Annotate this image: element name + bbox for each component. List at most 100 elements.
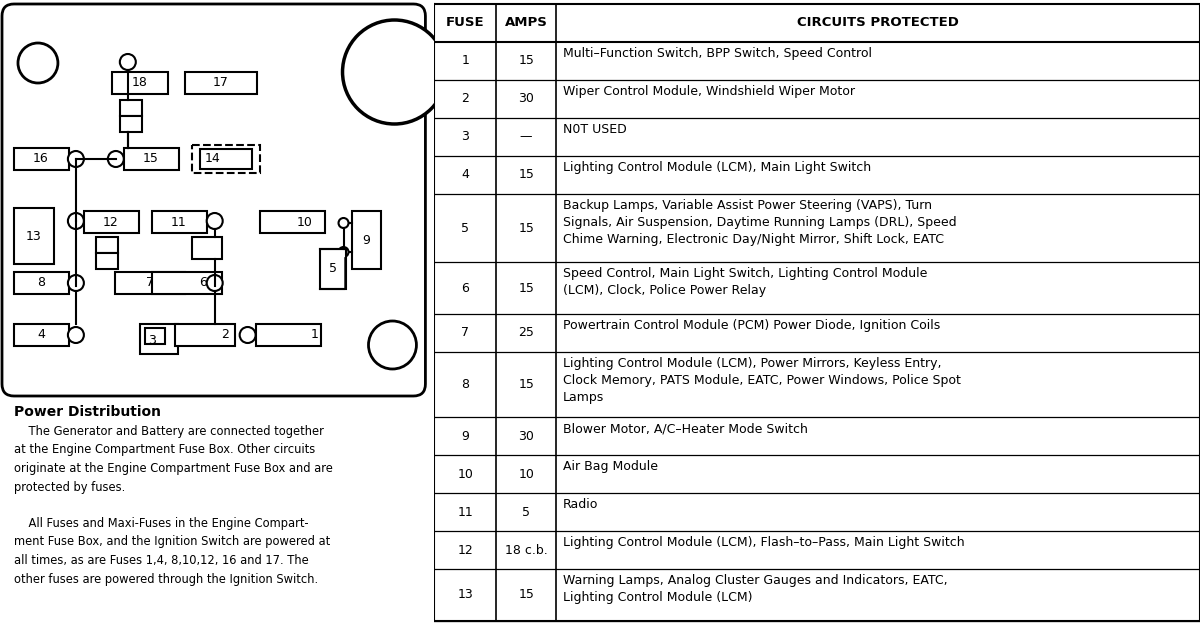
Bar [352,211,382,269]
Bar [96,237,118,253]
Text: CIRCUITS PROTECTED: CIRCUITS PROTECTED [797,16,959,30]
Text: 5: 5 [461,222,469,234]
Circle shape [206,213,223,229]
Text: 16: 16 [34,152,49,166]
Text: —: — [520,130,533,144]
Text: Multi–Function Switch, BPP Switch, Speed Control: Multi–Function Switch, BPP Switch, Speed… [563,47,872,60]
Text: 4: 4 [37,328,44,341]
Text: Blower Motor, A/C–Heater Mode Switch: Blower Motor, A/C–Heater Mode Switch [563,422,808,435]
Bar [145,328,164,344]
Text: 13: 13 [457,588,473,602]
Text: AMPS: AMPS [505,16,547,30]
Text: All Fuses and Maxi-Fuses in the Engine Compart-
ment Fuse Box, and the Ignition : All Fuses and Maxi-Fuses in the Engine C… [14,517,330,585]
Circle shape [342,20,446,124]
Text: 15: 15 [518,222,534,234]
Bar [256,324,320,346]
Text: Backup Lamps, Variable Assist Power Steering (VAPS), Turn
Signals, Air Suspensio: Backup Lamps, Variable Assist Power Stee… [563,199,956,246]
Text: 5: 5 [522,505,530,518]
Circle shape [206,275,223,291]
Text: 9: 9 [362,234,371,246]
Text: Speed Control, Main Light Switch, Lighting Control Module
(LCM), Clock, Police P: Speed Control, Main Light Switch, Lighti… [563,267,928,297]
Text: 5: 5 [329,263,336,275]
Text: 12: 12 [457,544,473,556]
Text: 15: 15 [518,282,534,294]
Text: 8: 8 [461,378,469,391]
Text: 25: 25 [518,326,534,340]
Text: 15: 15 [143,152,158,166]
Bar [199,149,252,169]
Text: 11: 11 [457,505,473,518]
Bar [140,324,178,354]
Bar [259,211,324,233]
Bar [96,253,118,269]
Text: Lighting Control Module (LCM), Flash–to–Pass, Main Light Switch: Lighting Control Module (LCM), Flash–to–… [563,536,965,549]
Text: 2: 2 [461,93,469,105]
Circle shape [368,321,416,369]
Bar [14,324,68,346]
Bar [84,211,139,233]
Bar [319,249,346,289]
Bar [185,72,257,94]
Text: Wiper Control Module, Windshield Wiper Motor: Wiper Control Module, Windshield Wiper M… [563,85,854,98]
Bar [120,100,142,116]
Text: 30: 30 [518,93,534,105]
Text: 18: 18 [132,76,148,89]
Bar [192,237,222,259]
Text: Power Distribution: Power Distribution [14,405,161,419]
Text: 30: 30 [518,430,534,442]
Circle shape [68,151,84,167]
Text: N0T USED: N0T USED [563,123,626,136]
Bar [120,116,142,132]
Bar [124,148,179,170]
Text: 1: 1 [461,55,469,67]
Bar [151,272,222,294]
Text: 1: 1 [311,328,318,341]
Text: Powertrain Control Module (PCM) Power Diode, Ignition Coils: Powertrain Control Module (PCM) Power Di… [563,319,941,332]
Text: 17: 17 [212,76,229,89]
Text: 15: 15 [518,55,534,67]
Circle shape [68,213,84,229]
Text: Air Bag Module: Air Bag Module [563,460,658,473]
Text: 2: 2 [221,328,229,341]
Text: 15: 15 [518,588,534,602]
Text: 15: 15 [518,378,534,391]
Bar [175,324,235,346]
Text: 6: 6 [199,277,206,290]
FancyBboxPatch shape [2,4,426,396]
Text: 11: 11 [170,215,187,229]
Text: 10: 10 [457,467,473,481]
Circle shape [187,327,203,343]
Bar [115,272,185,294]
Circle shape [338,247,348,257]
Text: Radio: Radio [563,498,599,511]
Text: Lighting Control Module (LCM), Main Light Switch: Lighting Control Module (LCM), Main Ligh… [563,161,871,174]
Circle shape [282,213,298,229]
Bar [14,208,54,264]
Text: 12: 12 [103,215,119,229]
Text: 3: 3 [148,333,156,347]
Text: 15: 15 [518,168,534,181]
Circle shape [108,151,124,167]
Text: 13: 13 [26,229,42,243]
Text: 9: 9 [461,430,469,442]
Text: 10: 10 [518,467,534,481]
Circle shape [68,327,84,343]
Circle shape [120,54,136,70]
Bar [192,145,259,173]
Text: 10: 10 [296,215,312,229]
Text: 6: 6 [461,282,469,294]
Text: 7: 7 [461,326,469,340]
Text: The Generator and Battery are connected together
at the Engine Compartment Fuse : The Generator and Battery are connected … [14,425,332,493]
Text: Warning Lamps, Analog Cluster Gauges and Indicators, EATC,
Lighting Control Modu: Warning Lamps, Analog Cluster Gauges and… [563,574,948,604]
Text: 4: 4 [461,168,469,181]
Text: 3: 3 [461,130,469,144]
Text: 7: 7 [145,277,154,290]
Text: Lighting Control Module (LCM), Power Mirrors, Keyless Entry,
Clock Memory, PATS : Lighting Control Module (LCM), Power Mir… [563,357,961,404]
Bar [14,148,68,170]
Bar [112,72,168,94]
Text: 18 c.b.: 18 c.b. [505,544,547,556]
Circle shape [68,275,84,291]
Circle shape [240,327,256,343]
Bar [151,211,206,233]
Bar [14,272,68,294]
